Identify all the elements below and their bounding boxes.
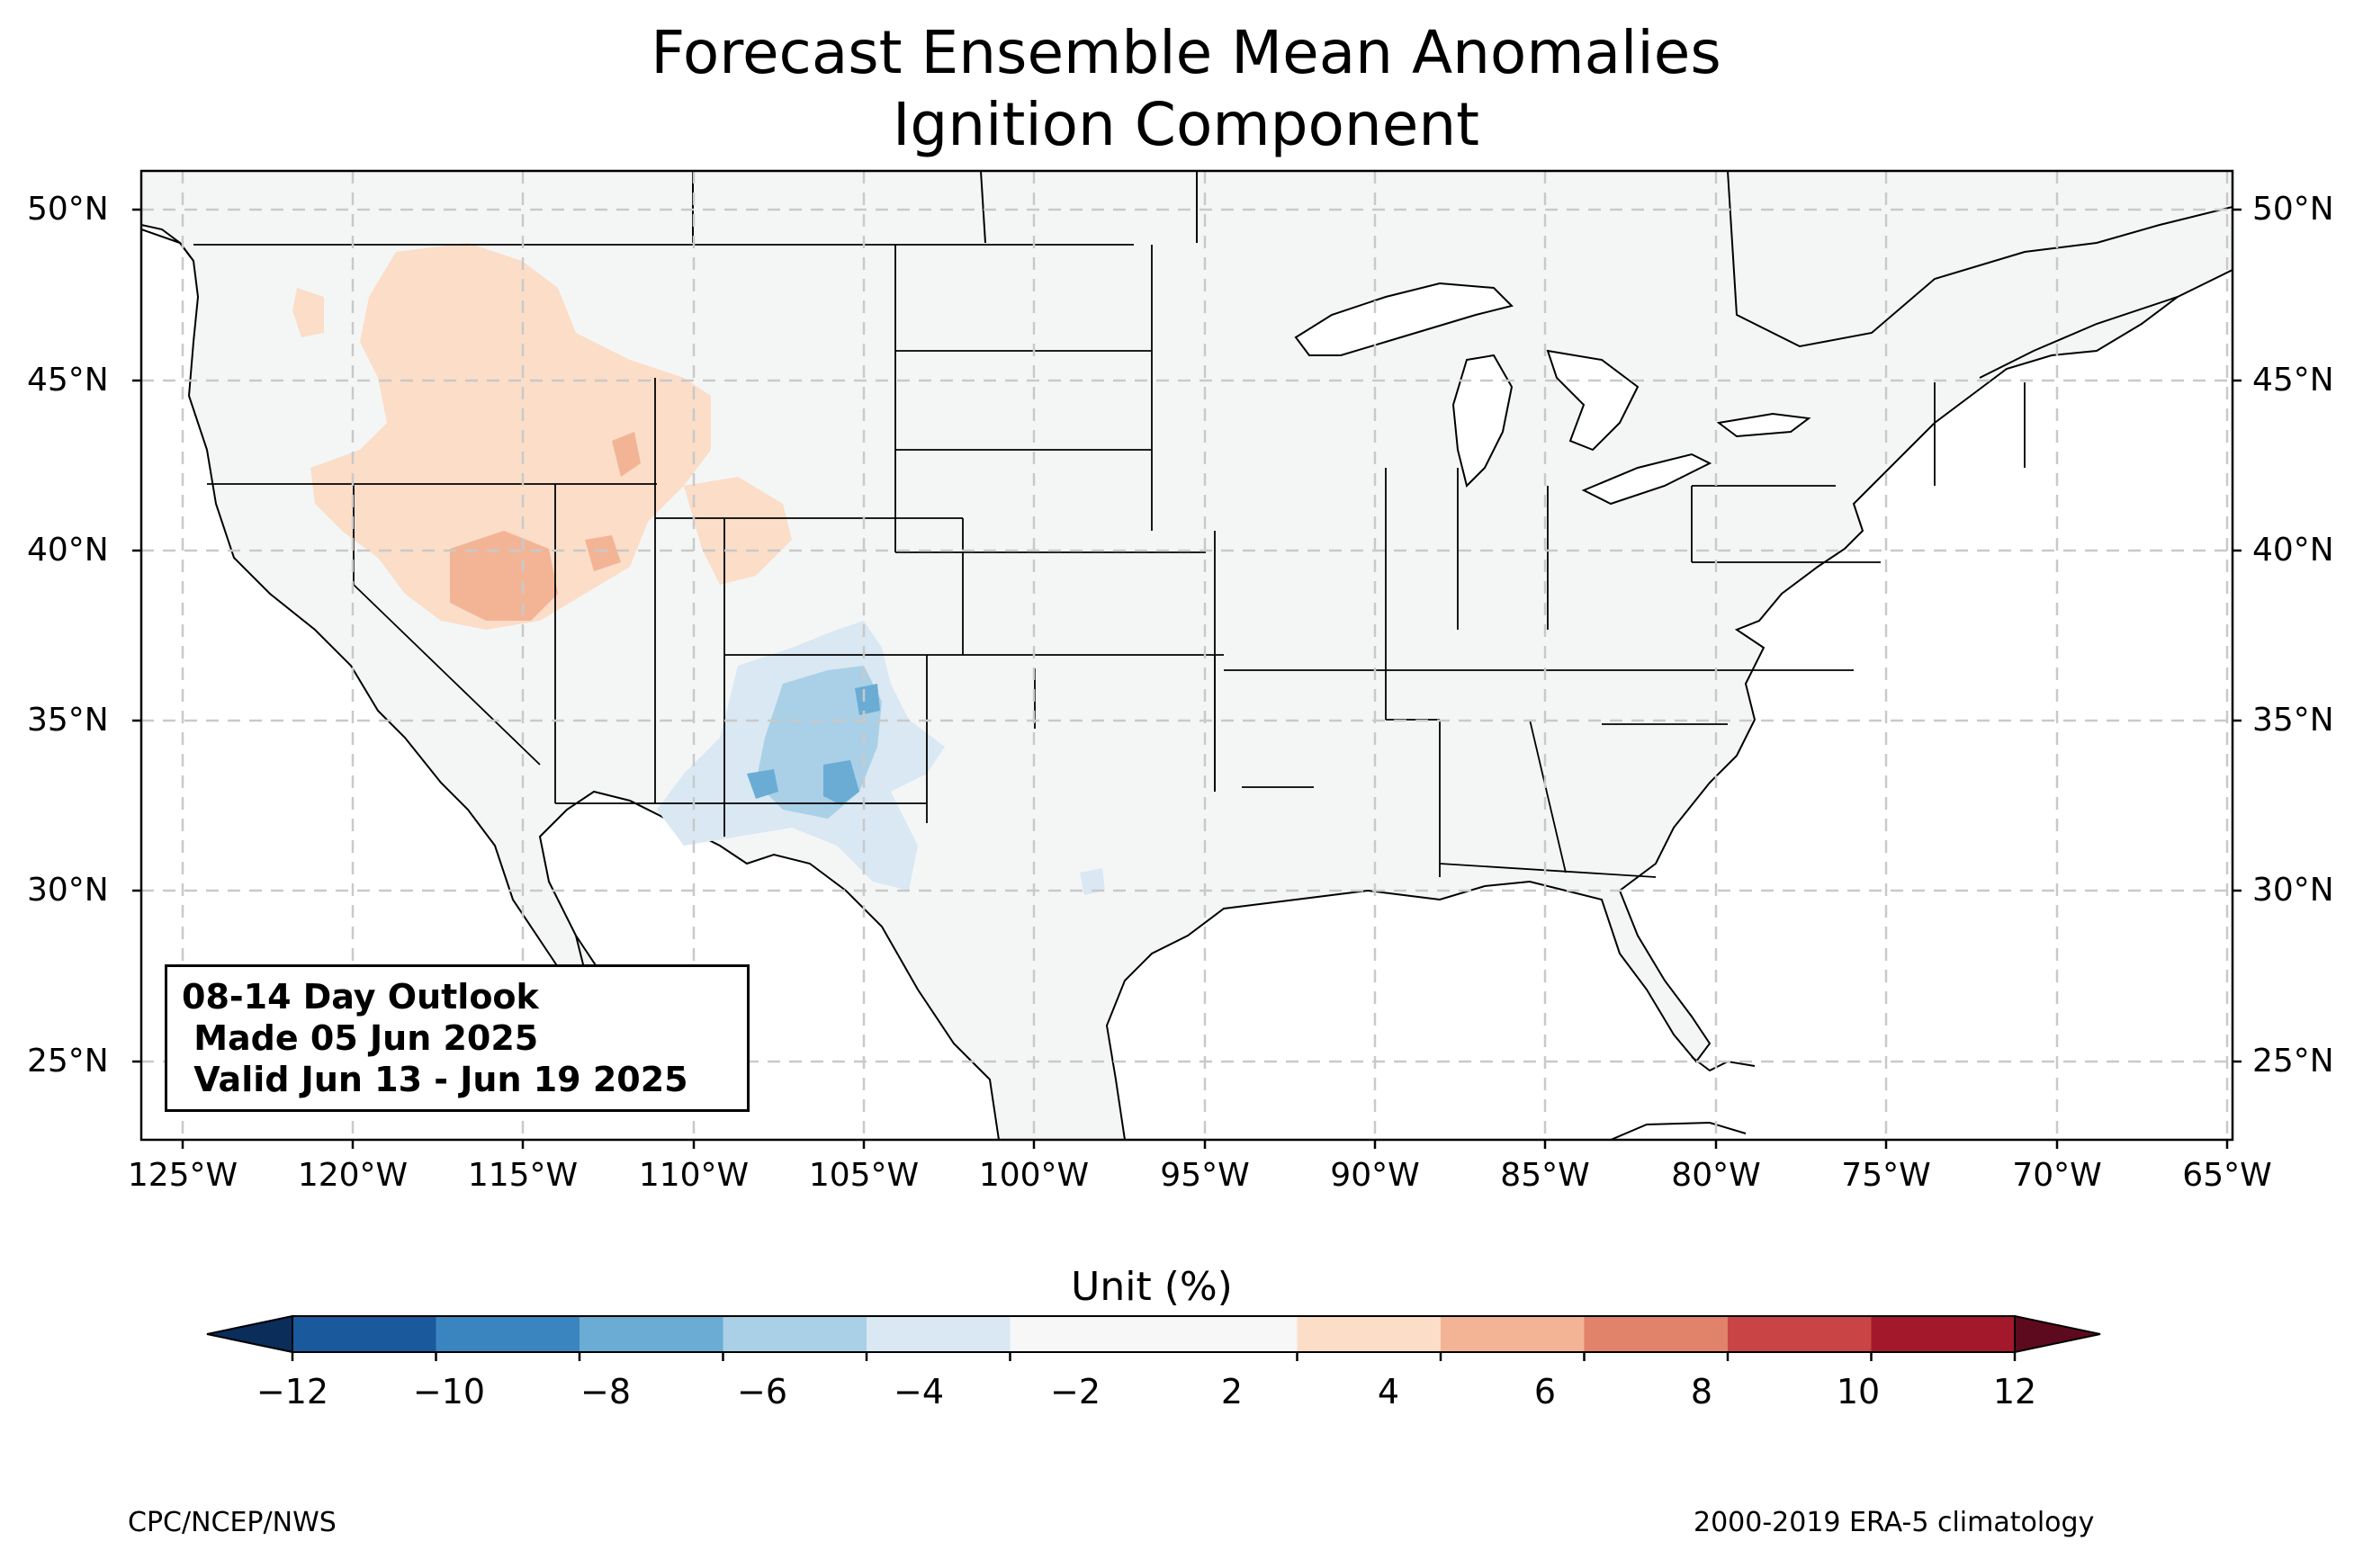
coastline-lines	[141, 171, 2233, 1140]
lat-label-50-right: 50°N	[2252, 191, 2334, 228]
lat-label-25-right: 25°N	[2252, 1043, 2334, 1080]
lon-label-115w: 115°W	[467, 1157, 579, 1194]
lat-label-45-right: 45°N	[2252, 362, 2334, 399]
lon-label-75w: 75°W	[1841, 1157, 1931, 1194]
state-borders	[193, 244, 2026, 878]
lon-label-110w: 110°W	[638, 1157, 750, 1194]
lon-label-120w: 120°W	[297, 1157, 409, 1194]
lake-huron	[1546, 349, 1640, 452]
colorbar-bin	[292, 1316, 436, 1352]
colorbar-tick-label: −8	[580, 1372, 632, 1411]
colorbar-tick-label: 6	[1533, 1372, 1557, 1411]
colorbar-tick-label: −10	[412, 1372, 486, 1411]
footer-climatology: 2000-2019 ERA-5 climatology	[1694, 1507, 2095, 1538]
colorbar-tick-label: 2	[1220, 1372, 1244, 1411]
lon-label-65w: 65°W	[2182, 1157, 2272, 1194]
lon-label-90w: 90°W	[1330, 1157, 1420, 1194]
lat-label-30-right: 30°N	[2252, 872, 2334, 909]
colorbar-tick-label: −6	[736, 1372, 788, 1411]
outlook-period: 08-14 Day Outlook	[182, 977, 539, 1017]
lon-label-125w: 125°W	[127, 1157, 238, 1194]
colorbar	[206, 1314, 2101, 1361]
positive-anomaly-shading	[292, 243, 792, 630]
lat-label-35-right: 35°N	[2252, 702, 2334, 739]
lon-label-85w: 85°W	[1500, 1157, 1590, 1194]
map-title: Forecast Ensemble Mean Anomalies	[651, 18, 1721, 87]
colorbar-bin	[436, 1316, 580, 1352]
colorbar-tick-label: 10	[1836, 1372, 1881, 1411]
negative-anomaly-shading	[657, 621, 1105, 895]
colorbar-bin	[867, 1316, 1011, 1352]
colorbar-bin	[1441, 1316, 1585, 1352]
lon-label-95w: 95°W	[1160, 1157, 1250, 1194]
lat-label-40-left: 40°N	[27, 532, 109, 569]
colorbar-bin	[1297, 1316, 1441, 1352]
outlook-made-date: Made 05 Jun 2025	[182, 1018, 539, 1058]
lon-label-100w: 100°W	[978, 1157, 1090, 1194]
lat-label-30-left: 30°N	[27, 872, 109, 909]
lat-label-40-right: 40°N	[2252, 532, 2334, 569]
footer-source: CPC/NCEP/NWS	[128, 1507, 337, 1538]
lake-michigan	[1451, 354, 1514, 488]
lake-ontario	[1716, 412, 1811, 438]
colorbar-bin	[1010, 1316, 1298, 1352]
colorbar-bin	[580, 1316, 723, 1352]
lon-label-105w: 105°W	[808, 1157, 920, 1194]
colorbar-tick-label: 12	[1992, 1372, 2037, 1411]
lake-superior	[1294, 282, 1514, 356]
lon-label-80w: 80°W	[1671, 1157, 1761, 1194]
colorbar-label: Unit (%)	[1071, 1264, 1233, 1310]
colorbar-tick-label: −12	[256, 1372, 329, 1411]
colorbar-bin	[723, 1316, 867, 1352]
colorbar-under-arrow	[206, 1314, 293, 1354]
colorbar-bin	[1584, 1316, 1728, 1352]
lon-label-70w: 70°W	[2012, 1157, 2102, 1194]
outlook-valid-range: Valid Jun 13 - Jun 19 2025	[182, 1060, 688, 1099]
lat-label-45-left: 45°N	[27, 362, 109, 399]
colorbar-bin	[1871, 1316, 2015, 1352]
lat-label-35-left: 35°N	[27, 702, 109, 739]
axis-ticks	[132, 208, 2242, 1149]
lat-label-50-left: 50°N	[27, 191, 109, 228]
colorbar-tick-label: −4	[893, 1372, 945, 1411]
colorbar-tick-label: −2	[1049, 1372, 1101, 1411]
map-frame	[139, 169, 2234, 1142]
colorbar-tick-label: 4	[1377, 1372, 1400, 1411]
colorbar-bin	[1728, 1316, 1872, 1352]
colorbar-frame	[292, 1315, 2016, 1353]
outlook-info-box: 08-14 Day Outlook Made 05 Jun 2025 Valid…	[165, 964, 750, 1112]
lake-erie	[1581, 452, 1712, 506]
map-subtitle: Ignition Component	[892, 90, 1480, 159]
lat-label-25-left: 25°N	[27, 1043, 109, 1080]
colorbar-tick-label: 8	[1690, 1372, 1713, 1411]
colorbar-over-arrow	[2014, 1314, 2101, 1354]
